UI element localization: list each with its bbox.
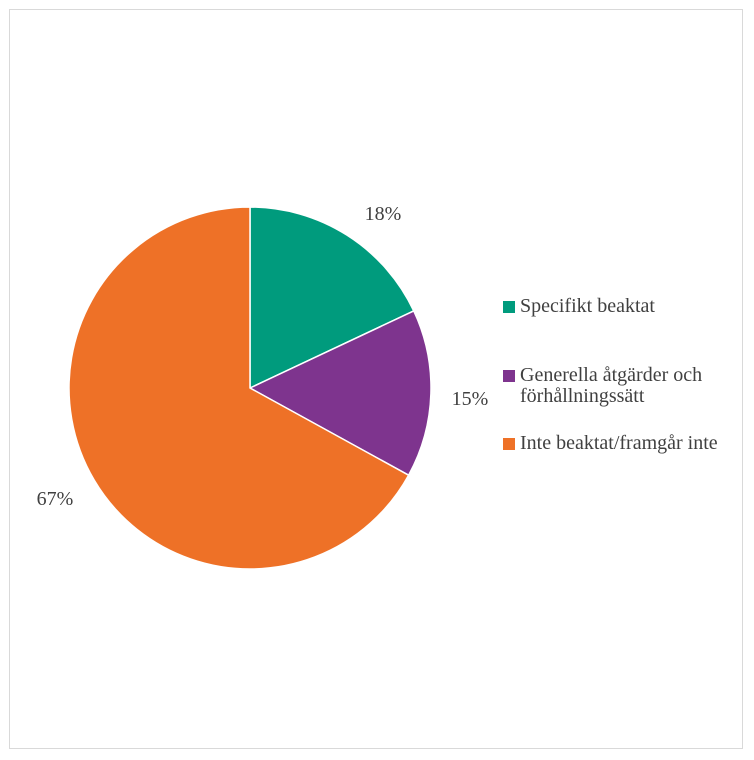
pie-data-labels: 18% 15% 67% <box>37 203 489 510</box>
pie-data-label-1: 15% <box>452 388 489 410</box>
pie-data-label-2: 67% <box>37 488 74 510</box>
legend-item-generella-atgarder: Generella åtgärder och förhållningssätt <box>503 365 735 407</box>
legend-item-inte-beaktat: Inte beaktat/framgår inte <box>503 433 735 454</box>
legend-label: Specifikt beaktat <box>520 295 655 317</box>
pie-slice-2 <box>68 206 410 570</box>
pie-slices <box>68 206 432 570</box>
legend-swatch <box>503 438 515 450</box>
legend-swatch <box>503 370 515 382</box>
legend-label: Inte beaktat/framgår inte <box>520 432 718 454</box>
pie-slice-1 <box>248 309 432 477</box>
legend-item-specifikt-beaktat: Specifikt beaktat <box>503 296 735 317</box>
legend-label: Generella åtgärder och förhållningssätt <box>520 364 703 407</box>
pie-slice-0 <box>249 206 415 390</box>
pie-data-label-0: 18% <box>365 203 402 225</box>
legend-swatch <box>503 301 515 313</box>
